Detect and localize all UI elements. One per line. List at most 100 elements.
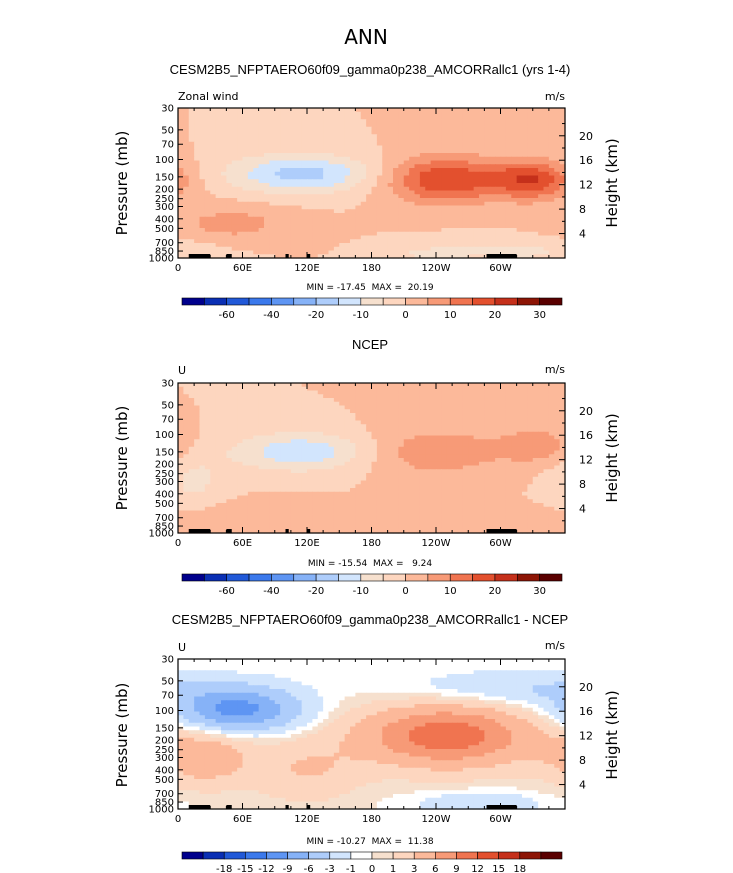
contour-cell (366, 153, 373, 158)
contour-cell (468, 216, 475, 222)
y-tick-label: 100 (155, 155, 174, 166)
contour-cell (221, 149, 227, 154)
contour-cell (199, 239, 206, 244)
contour-cell (204, 115, 211, 120)
contour-cell (188, 446, 195, 452)
contour-cell (221, 390, 227, 395)
topography-mark (188, 254, 211, 258)
contour-cell (242, 115, 249, 120)
contour-cell (215, 390, 222, 395)
contour-cell (296, 246, 303, 252)
contour-cell (301, 431, 308, 437)
contour-cell (489, 469, 496, 474)
contour-cell (178, 473, 184, 478)
colorbar-swatch (427, 297, 451, 306)
y-tick-label: 250 (155, 194, 174, 205)
contour-cell (301, 108, 308, 113)
contour-cell (376, 111, 383, 117)
contour-cell (527, 243, 534, 248)
contour-cell (296, 473, 303, 478)
contour-cell (511, 461, 518, 467)
contour-cell (532, 209, 539, 214)
contour-cell (247, 175, 254, 180)
contour-cell (495, 130, 502, 135)
contour-cell (317, 108, 324, 113)
contour-cell (269, 431, 276, 437)
contour-cell (221, 401, 227, 407)
contour-cell (382, 401, 389, 407)
contour-cell (505, 138, 512, 143)
contour-cell (231, 186, 238, 192)
contour-cell (253, 119, 260, 124)
contour-cell (366, 409, 373, 414)
contour-cell (538, 171, 545, 177)
contour-cell (280, 431, 287, 437)
contour-cell (425, 461, 432, 467)
contour-cell (328, 439, 335, 444)
contour-cell (258, 394, 265, 399)
contour-cell (301, 480, 308, 485)
contour-cell (462, 246, 469, 252)
contour-cell (253, 171, 260, 177)
contour-cell (479, 394, 485, 399)
contour-cell (344, 149, 351, 154)
contour-cell (452, 205, 459, 210)
contour-cell (376, 476, 383, 482)
contour-cell (344, 190, 351, 195)
contour-cell (479, 160, 485, 165)
contour-cell (215, 138, 222, 143)
contour-cell (403, 454, 410, 459)
contour-cell (446, 175, 453, 180)
contour-cell (274, 383, 281, 388)
contour-cell (301, 119, 308, 124)
contour-cell (199, 168, 206, 173)
contour-cell (237, 126, 244, 132)
contour-cell (484, 439, 491, 444)
contour-cell (269, 220, 276, 225)
contour-cell (237, 420, 244, 425)
contour-cell (489, 164, 496, 169)
contour-cell (398, 213, 405, 218)
contour-cell (473, 149, 480, 154)
contour-cell (317, 156, 324, 162)
contour-cell (242, 164, 249, 169)
contour-cell (328, 461, 335, 467)
contour-cell (462, 201, 469, 207)
contour-cell (398, 205, 405, 210)
contour-cell (522, 168, 528, 173)
contour-cell (468, 461, 475, 467)
contour-cell (468, 111, 475, 117)
contour-cell (414, 175, 421, 180)
contour-cell (307, 446, 313, 452)
contour-cell (511, 115, 518, 120)
contour-cell (484, 123, 491, 128)
contour-cell (473, 386, 480, 392)
contour-cell (522, 409, 528, 414)
contour-cell (366, 145, 373, 150)
contour-cell (489, 126, 496, 132)
contour-cell (231, 119, 238, 124)
contour-field (178, 108, 566, 259)
contour-cell (371, 250, 378, 255)
contour-cell (280, 149, 287, 154)
contour-cell (484, 450, 491, 455)
contour-cell (473, 390, 480, 395)
contour-cell (500, 168, 507, 173)
contour-cell (221, 235, 227, 240)
contour-cell (204, 465, 211, 470)
contour-cell (538, 179, 545, 184)
contour-cell (500, 231, 507, 237)
contour-cell (269, 480, 276, 485)
contour-cell (258, 134, 265, 139)
contour-cell (511, 231, 518, 237)
contour-cell (409, 123, 416, 128)
contour-cell (178, 145, 184, 150)
contour-cell (258, 216, 265, 222)
contour-cell (462, 205, 469, 210)
contour-cell (473, 175, 480, 180)
contour-cell (323, 119, 330, 124)
contour-cell (188, 119, 195, 124)
contour-cell (194, 439, 201, 444)
contour-cell (425, 413, 432, 418)
contour-cell (441, 243, 448, 248)
